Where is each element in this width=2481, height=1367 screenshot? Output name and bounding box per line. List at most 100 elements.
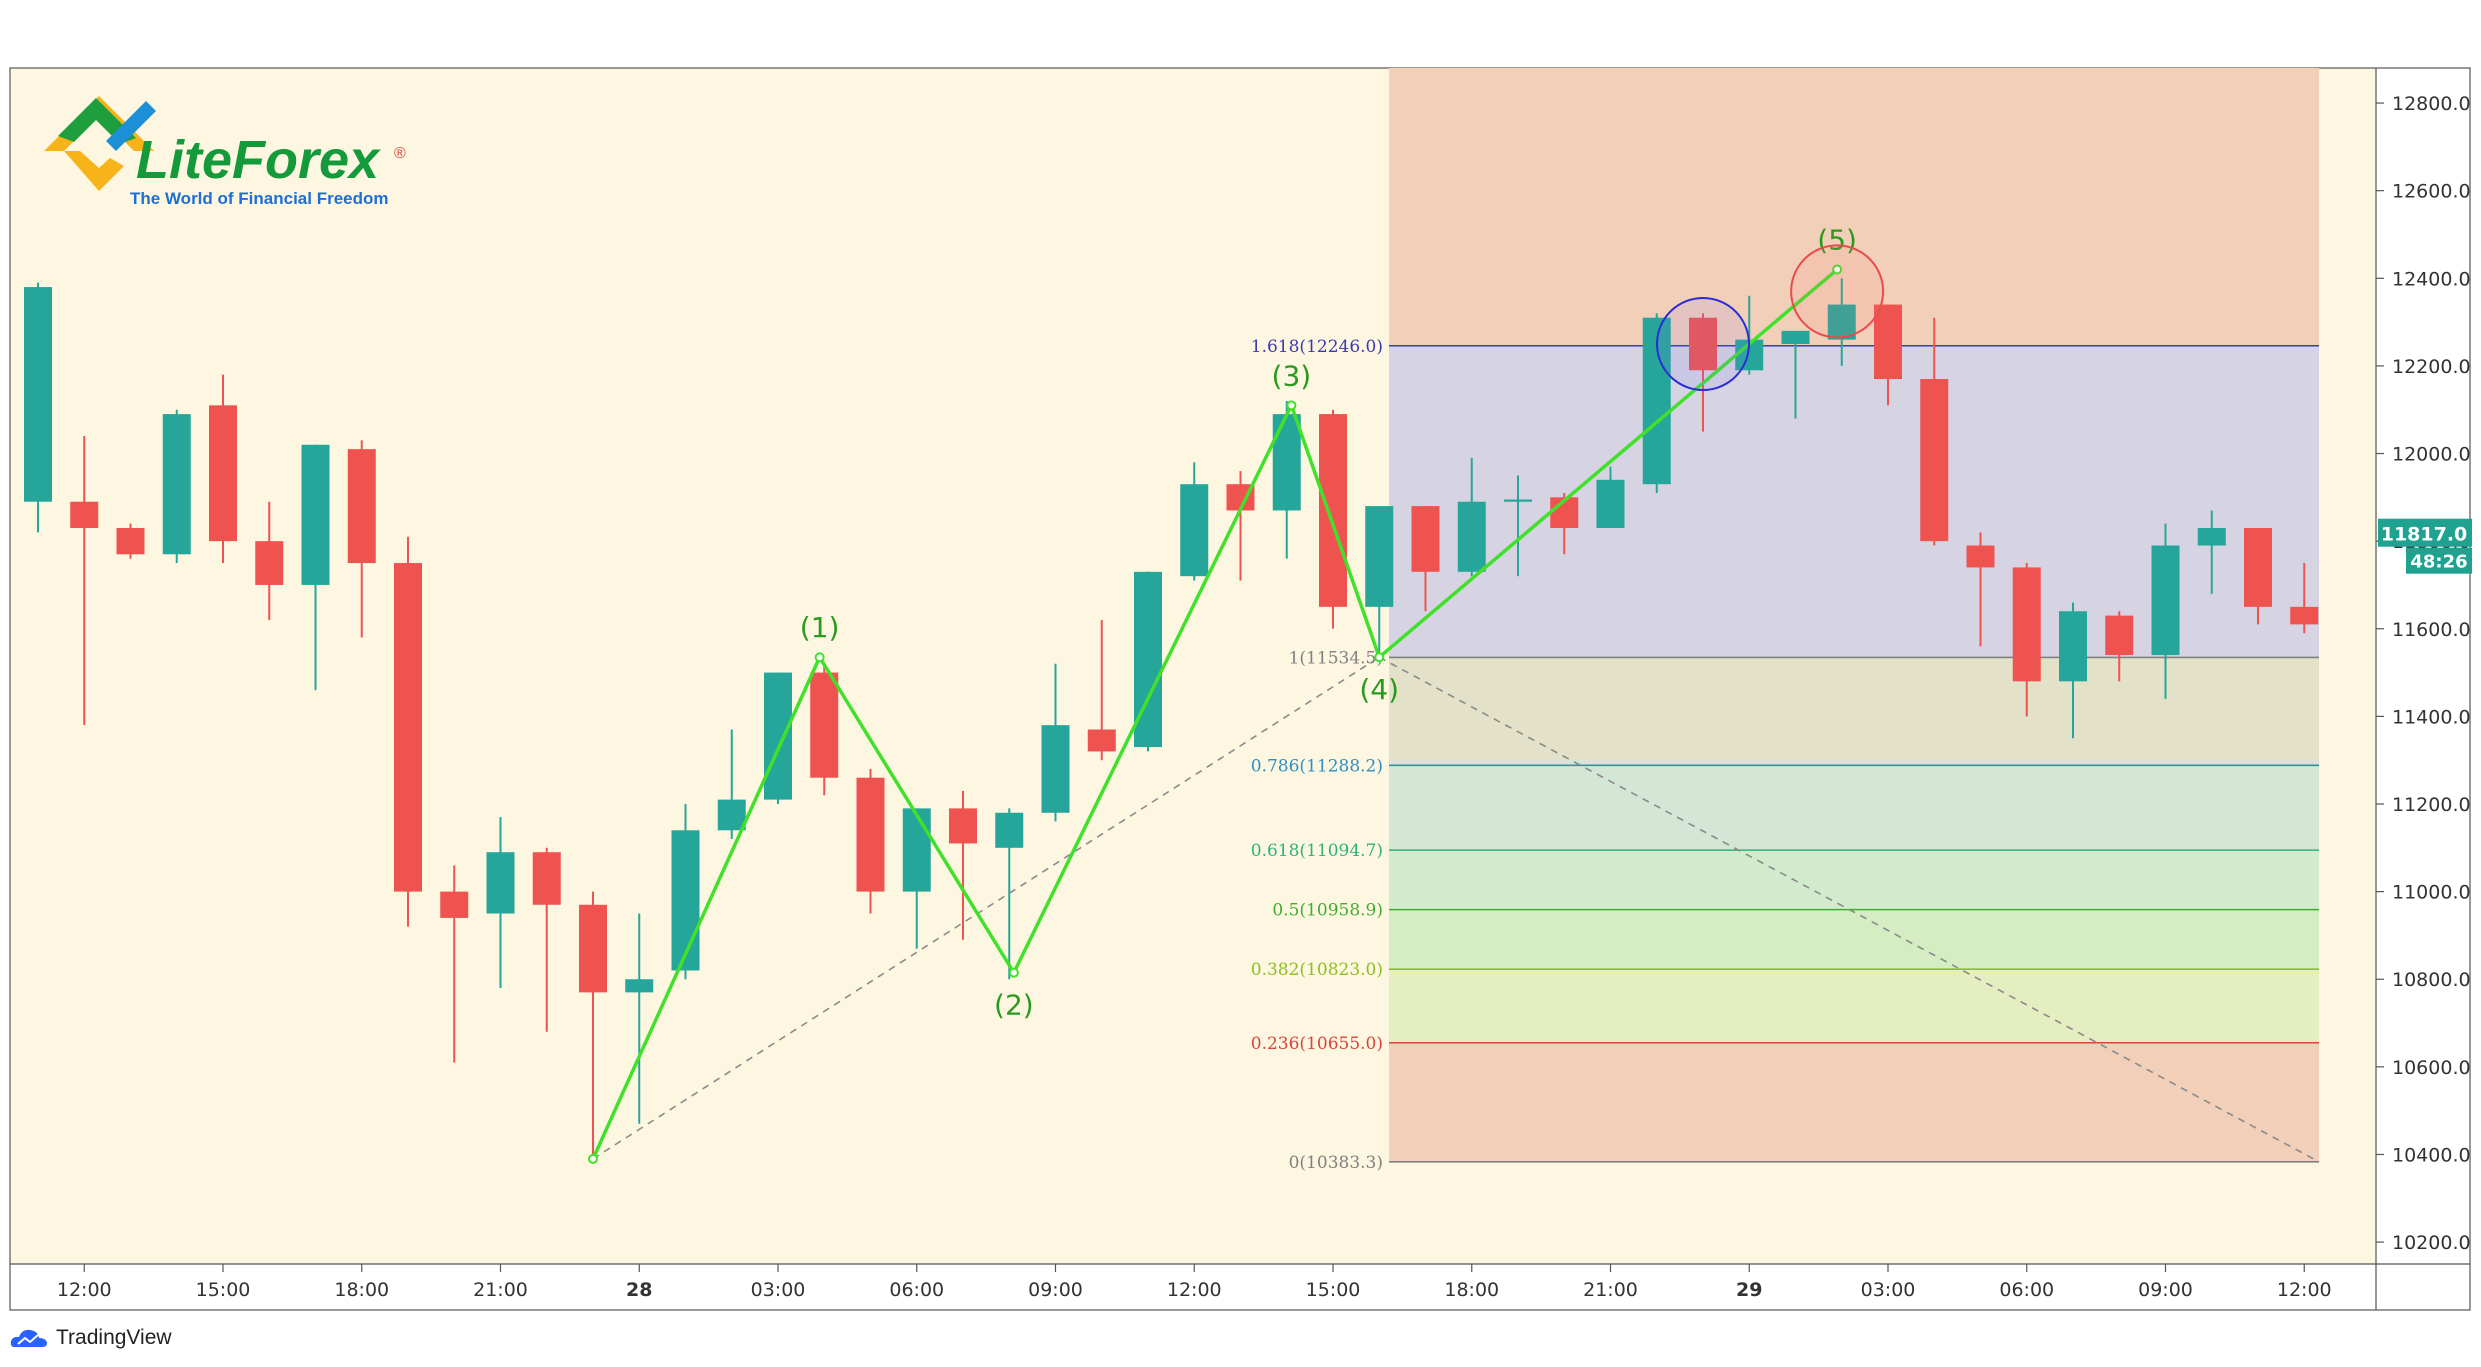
candle-body: [1041, 725, 1070, 813]
x-tick-label: 29: [1736, 1279, 1762, 1301]
x-tick-label: 03:00: [751, 1279, 806, 1301]
candle-body: [394, 563, 422, 892]
x-tick-label: 15:00: [196, 1279, 251, 1301]
candle: [1087, 620, 1116, 761]
fib-zone-extension: [1389, 68, 2319, 346]
candle: [2012, 563, 2041, 717]
candle-body: [764, 672, 792, 800]
y-tick-label: 12400.0: [2392, 268, 2471, 290]
current-price-label: 11817.0: [2381, 524, 2468, 546]
tradingview-label: TradingView: [56, 1326, 172, 1349]
y-tick-label: 12200.0: [2392, 356, 2471, 378]
x-tick-label: 21:00: [473, 1279, 528, 1301]
fib-label-0.382: 0.382(10823.0): [1251, 960, 1383, 980]
wave-point: [1286, 400, 1297, 411]
countdown-tag: [2406, 547, 2472, 574]
fib-label-0.5: 0.5(10958.9): [1272, 901, 1383, 921]
y-tick-label: 10600.0: [2392, 1057, 2471, 1079]
fib-touch-highlight-circle: [1656, 297, 1750, 391]
candle: [1920, 317, 1949, 546]
fib-label-1: 1(11534.5): [1289, 648, 1383, 668]
fib-zone-0236-0: [1389, 1042, 2319, 1162]
candle: [625, 913, 654, 1124]
candle-body: [24, 287, 52, 502]
y-tick-label: 11600.0: [2392, 619, 2471, 641]
candle: [949, 790, 977, 940]
candle: [1504, 475, 1532, 577]
wave-label-2: (2): [994, 989, 1034, 1022]
liteforex-logo: LiteForex ® The World of Financial Freed…: [44, 96, 406, 208]
candle: [70, 436, 99, 726]
logo-mark-icon: [44, 96, 156, 191]
candle-body: [1504, 499, 1532, 502]
candle: [1411, 506, 1440, 612]
candle-body: [1180, 484, 1209, 577]
fib-zone-0382-0236: [1389, 969, 2319, 1043]
candle: [1966, 532, 1995, 647]
candle-body: [1411, 506, 1440, 572]
x-tick-label: 12:00: [57, 1279, 112, 1301]
wave-point: [1008, 967, 1019, 978]
candle: [1041, 663, 1070, 822]
candle: [532, 847, 561, 1032]
candle: [2059, 602, 2087, 739]
y-tick-label: 12800.0: [2392, 93, 2471, 115]
candle-body: [440, 891, 469, 918]
candle-body: [1689, 317, 1717, 371]
candle: [764, 672, 792, 804]
price-axis: 12800.012600.012400.012200.012000.011800…: [2376, 93, 2472, 1254]
wave-label-1: (1): [800, 611, 840, 644]
candle: [1457, 457, 1486, 577]
x-tick-label: 18:00: [1444, 1279, 1499, 1301]
candle-body: [486, 852, 515, 914]
candle-body: [255, 541, 284, 585]
candle-body: [2059, 611, 2087, 682]
candle-body: [902, 808, 931, 892]
candle: [1596, 466, 1625, 528]
tradingview-credit[interactable]: TradingView: [10, 1323, 172, 1353]
fib-label-0.618: 0.618(11094.7): [1251, 841, 1383, 861]
countdown-label: 48:26: [2410, 552, 2467, 573]
candle-body: [2244, 528, 2272, 607]
wave-label-3: (3): [1272, 359, 1312, 392]
candle: [1180, 462, 1209, 581]
candle: [255, 501, 284, 620]
y-tick-label: 10400.0: [2392, 1144, 2471, 1166]
candle: [347, 440, 376, 638]
candle-body: [1966, 545, 1995, 568]
candle-body: [2105, 615, 2134, 656]
candle: [995, 808, 1024, 980]
candle: [2197, 510, 2226, 594]
candle: [2105, 611, 2134, 682]
candle-body: [209, 405, 237, 542]
wave-path: [591, 268, 1839, 1160]
candle: [24, 282, 52, 533]
wave-point: [814, 652, 825, 663]
candle: [1134, 571, 1162, 752]
logo-wordmark: LiteForex: [136, 130, 381, 190]
candle: [1319, 409, 1347, 629]
candle: [394, 536, 422, 927]
fibonacci-levels: 1.618(12246.0) 1(11534.5) 0.786(11288.2) 0.…: [592, 337, 2320, 1173]
candle-body: [671, 830, 700, 971]
candle-body: [162, 414, 191, 555]
fib-zone-0786-0618: [1389, 765, 2319, 851]
current-price-tag: [2378, 518, 2472, 547]
candle-body: [347, 449, 376, 564]
candle-body: [2197, 528, 2226, 546]
candle-body: [995, 812, 1024, 848]
x-tick-label: 15:00: [1306, 1279, 1361, 1301]
candle: [1874, 304, 1902, 406]
candle-body: [1457, 501, 1486, 572]
logo-tagline: The World of Financial Freedom: [130, 189, 389, 208]
candle-body: [856, 777, 885, 892]
candles: [24, 278, 2319, 1159]
candle: [579, 891, 607, 1159]
candle: [162, 409, 191, 564]
candle: [902, 808, 931, 949]
fib-label-1.618: 1.618(12246.0): [1251, 337, 1383, 357]
time-axis: 12:00 15:00 18:00 21:00 28 03:00 06:00 09:00 12:…: [57, 1264, 2332, 1301]
candle-body: [116, 528, 145, 555]
candle-body: [1319, 414, 1347, 607]
